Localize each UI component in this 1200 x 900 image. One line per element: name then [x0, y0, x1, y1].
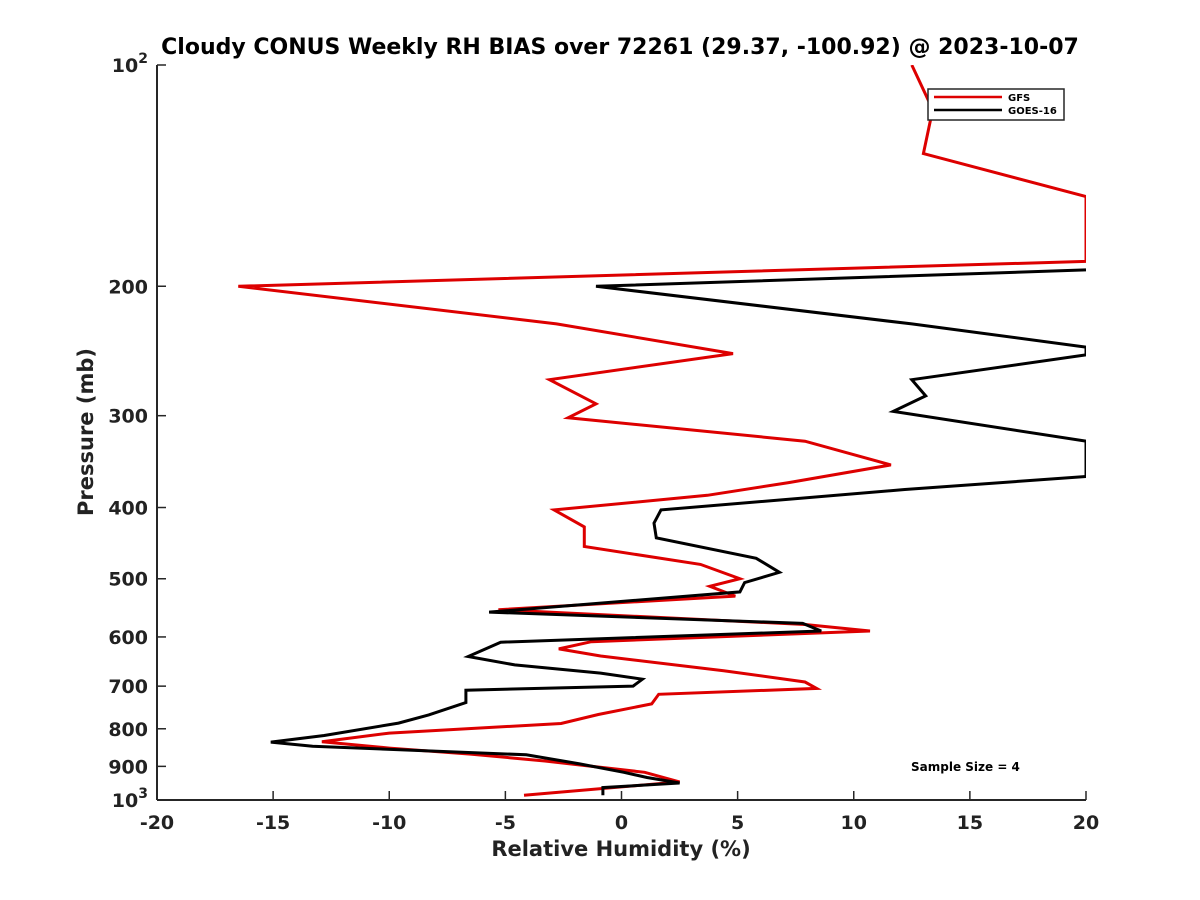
- y-axis-label: Pressure (mb): [74, 348, 98, 516]
- x-tick-label: 10: [841, 812, 867, 834]
- legend-label-gfs: GFS: [1008, 93, 1030, 104]
- series-line-goes-16: [270, 268, 1086, 796]
- chart-title: Cloudy CONUS Weekly RH BIAS over 72261 (…: [161, 35, 1079, 60]
- sample-size-annotation: Sample Size = 4: [911, 760, 1020, 774]
- y-tick-label: 500: [108, 569, 148, 591]
- x-tick-label: -10: [372, 812, 406, 834]
- y-tick-exponent: 3: [138, 786, 148, 802]
- y-tick-label: 800: [108, 719, 148, 741]
- y-tick-base: 10: [112, 790, 138, 812]
- x-tick-label: 15: [957, 812, 983, 834]
- x-tick-label: -5: [495, 812, 516, 834]
- x-ticks: -20 -15 -10 -5 0 5 10 15 20: [140, 791, 1099, 834]
- series-layer: [238, 65, 1086, 797]
- x-tick-label: -15: [256, 812, 290, 834]
- series-line-gfs: [238, 65, 1086, 797]
- legend-box: [927, 88, 1065, 121]
- y-tick-label: 200: [108, 276, 148, 298]
- x-tick-label: 0: [615, 812, 628, 834]
- legend: GFS GOES-16: [927, 88, 1065, 121]
- axes-frame: [156, 65, 1086, 801]
- x-tick-label: 5: [731, 812, 744, 834]
- x-tick-label: 20: [1073, 812, 1099, 834]
- legend-items: GFS GOES-16: [934, 93, 1057, 117]
- legend-label-goes-16: GOES-16: [1008, 106, 1057, 117]
- y-tick-label: 600: [108, 627, 148, 649]
- x-tick-label: -20: [140, 812, 174, 834]
- y-tick-label: 700: [108, 676, 148, 698]
- y-tick-base: 10: [112, 55, 138, 77]
- y-tick-exponent: 2: [138, 51, 148, 67]
- y-tick-label: 300: [108, 406, 148, 428]
- y-tick-label: 400: [108, 498, 148, 520]
- y-tick-label: 102: [112, 51, 148, 77]
- y-tick-label: 900: [108, 756, 148, 778]
- y-tick-label: 103: [112, 786, 148, 812]
- x-axis-label: Relative Humidity (%): [491, 837, 750, 861]
